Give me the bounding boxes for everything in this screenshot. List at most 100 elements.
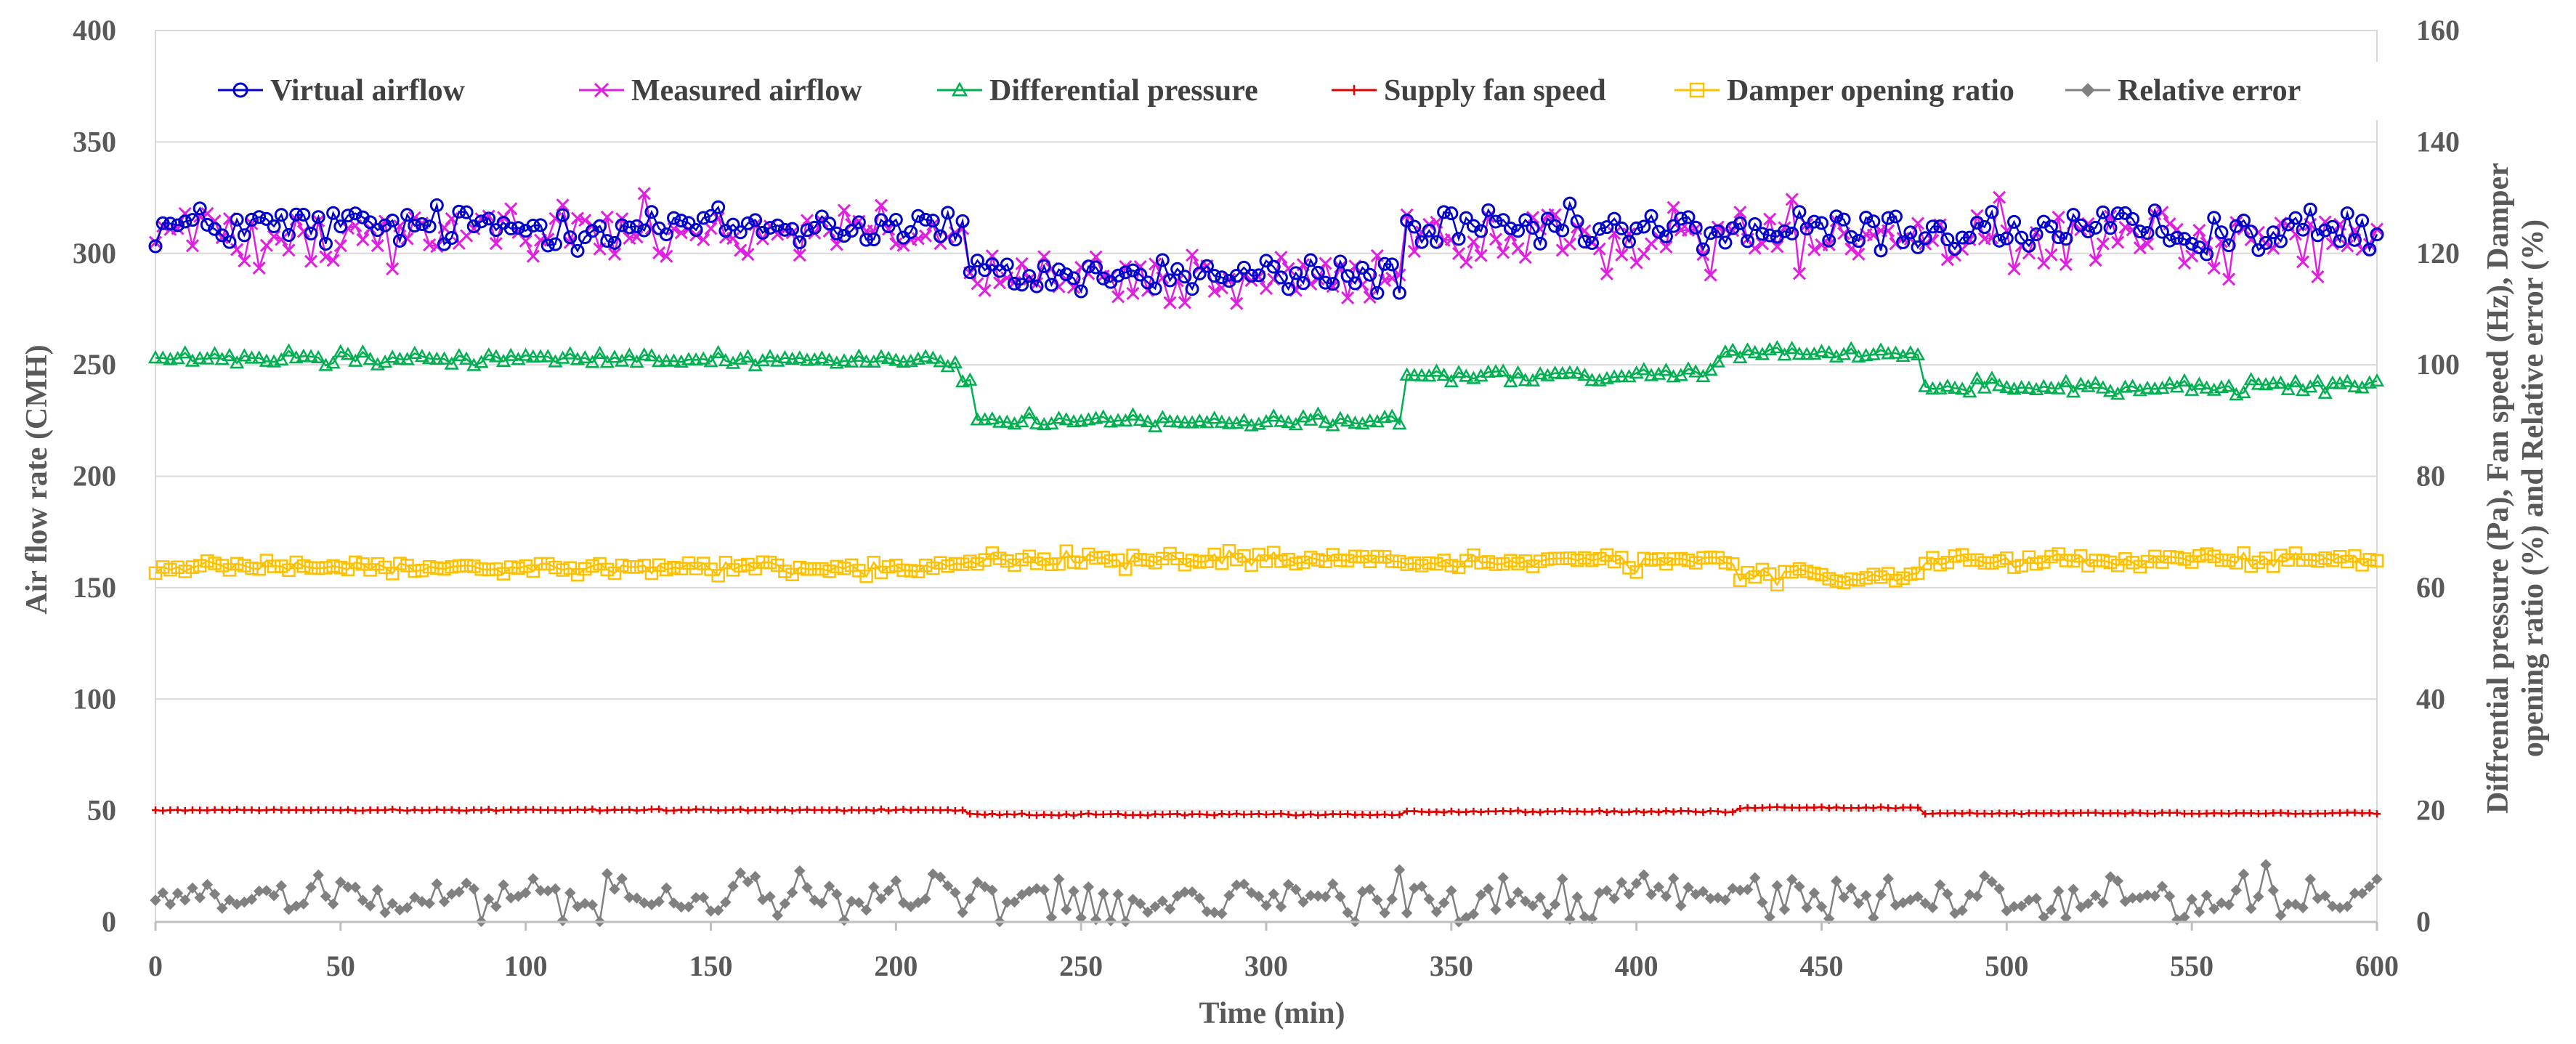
- virtual-airflow-point: [1015, 278, 1029, 292]
- differential-pressure-point: [1577, 368, 1592, 381]
- supply-fan-speed-point: [1180, 812, 1188, 820]
- supply-fan-speed-point: [426, 806, 434, 814]
- virtual-airflow-point: [311, 210, 325, 224]
- virtual-airflow-point: [281, 228, 296, 243]
- damper-opening-ratio-point: [548, 560, 562, 575]
- supply-fan-speed-point: [1122, 811, 1130, 819]
- supply-fan-speed-point: [278, 806, 285, 814]
- relative-error-point: [1630, 878, 1643, 889]
- virtual-airflow-point: [1170, 262, 1185, 276]
- damper-opening-ratio-point: [238, 559, 251, 572]
- supply-fan-speed-point: [2284, 809, 2292, 817]
- relative-error-point: [1194, 892, 1205, 904]
- damper-opening-ratio-point: [837, 562, 851, 575]
- damper-opening-ratio-point: [1852, 573, 1866, 587]
- damper-opening-ratio-point: [201, 554, 214, 568]
- supply-fan-speed-point: [463, 806, 471, 814]
- virtual-airflow-point: [1755, 227, 1770, 241]
- virtual-airflow-point: [1252, 268, 1266, 283]
- relative-error-point: [1993, 883, 2005, 895]
- measured-airflow-point: [1518, 251, 1532, 264]
- damper-opening-ratio-point: [1592, 551, 1606, 566]
- damper-opening-ratio-point: [430, 561, 444, 575]
- supply-fan-speed-point: [2033, 809, 2041, 817]
- relative-error-point: [2052, 885, 2065, 897]
- virtual-airflow-point: [2259, 235, 2273, 250]
- virtual-airflow-point: [341, 209, 355, 223]
- relative-error-point: [727, 881, 739, 892]
- x-tick-label: 150: [689, 950, 733, 982]
- virtual-airflow-point: [318, 237, 333, 251]
- supply-fan-speed-point: [1692, 808, 1700, 816]
- virtual-airflow-point: [1111, 268, 1125, 283]
- virtual-airflow-point: [533, 218, 548, 232]
- measured-airflow-point: [837, 203, 851, 217]
- virtual-airflow-point: [148, 239, 163, 254]
- differential-pressure-point: [1095, 409, 1111, 423]
- virtual-airflow-point: [689, 223, 703, 238]
- relative-error-point: [838, 915, 850, 926]
- relative-error-point: [971, 876, 984, 889]
- relative-error-point: [490, 901, 502, 913]
- measured-airflow-point: [526, 249, 540, 263]
- differential-pressure-point: [1021, 405, 1037, 419]
- virtual-airflow-point: [926, 214, 940, 228]
- supply-fan-speed-point: [2166, 809, 2174, 817]
- relative-error-point: [771, 910, 783, 921]
- relative-error-point: [1223, 889, 1235, 902]
- supply-fan-speed-point: [1669, 808, 1677, 816]
- virtual-airflow-point: [1496, 213, 1510, 227]
- virtual-airflow-point: [400, 208, 415, 222]
- differential-pressure-point: [1569, 365, 1585, 379]
- legend-background: [200, 62, 2379, 120]
- relative-error-point: [1660, 891, 1672, 902]
- supply-fan-speed-point: [2099, 809, 2107, 817]
- differential-pressure-point: [1481, 364, 1496, 378]
- differential-pressure-point: [822, 352, 837, 366]
- supply-fan-speed-point: [818, 806, 826, 814]
- supply-fan-speed-point: [574, 806, 582, 814]
- measured-airflow-point: [1704, 268, 1717, 282]
- damper-opening-ratio-point: [393, 557, 407, 570]
- supply-fan-speed-point: [1240, 811, 1248, 819]
- differential-pressure-point: [970, 412, 985, 426]
- relative-error-point: [1201, 906, 1213, 918]
- relative-error-point: [1527, 900, 1539, 912]
- damper-opening-ratio-point: [793, 560, 807, 575]
- damper-opening-ratio-point: [1393, 554, 1406, 569]
- measured-airflow-point: [2222, 272, 2236, 286]
- supply-fan-speed-point: [188, 806, 196, 814]
- supply-fan-speed-point: [336, 806, 344, 814]
- differential-pressure-point: [1111, 413, 1126, 426]
- relative-error-point: [453, 886, 465, 898]
- series-virtual-airflow: [148, 196, 2384, 300]
- supply-fan-speed-point: [433, 806, 441, 814]
- relative-error-point: [1016, 889, 1028, 901]
- damper-opening-ratio-point: [1244, 558, 1258, 572]
- relative-error-point: [1031, 883, 1042, 894]
- virtual-airflow-point: [726, 217, 740, 232]
- x-tick-label: 450: [1800, 950, 1844, 982]
- measured-airflow-point: [2133, 241, 2147, 255]
- relative-error-point: [157, 887, 169, 899]
- differential-pressure-point: [2288, 373, 2303, 387]
- differential-pressure-point: [385, 349, 400, 363]
- supply-fan-speed-point: [566, 806, 574, 814]
- supply-fan-speed-point: [714, 806, 722, 814]
- relative-error-point: [2045, 904, 2057, 916]
- supply-fan-speed-point: [2017, 810, 2025, 818]
- supply-fan-speed-point: [477, 806, 485, 814]
- relative-error-point: [224, 894, 235, 906]
- supply-fan-speed-point: [1203, 811, 1211, 819]
- measured-airflow-point: [2089, 254, 2102, 267]
- virtual-airflow-point: [941, 206, 955, 220]
- supply-fan-speed-point: [2107, 809, 2115, 817]
- supply-fan-speed-point: [1855, 804, 1863, 812]
- differential-pressure-point: [1977, 380, 1992, 394]
- differential-pressure-point: [1510, 365, 1526, 379]
- damper-opening-ratio-point: [904, 564, 918, 578]
- differential-pressure-point: [1992, 378, 2007, 392]
- damper-opening-ratio-point: [1467, 548, 1481, 562]
- damper-opening-ratio-point: [785, 567, 799, 581]
- virtual-airflow-point: [429, 198, 444, 213]
